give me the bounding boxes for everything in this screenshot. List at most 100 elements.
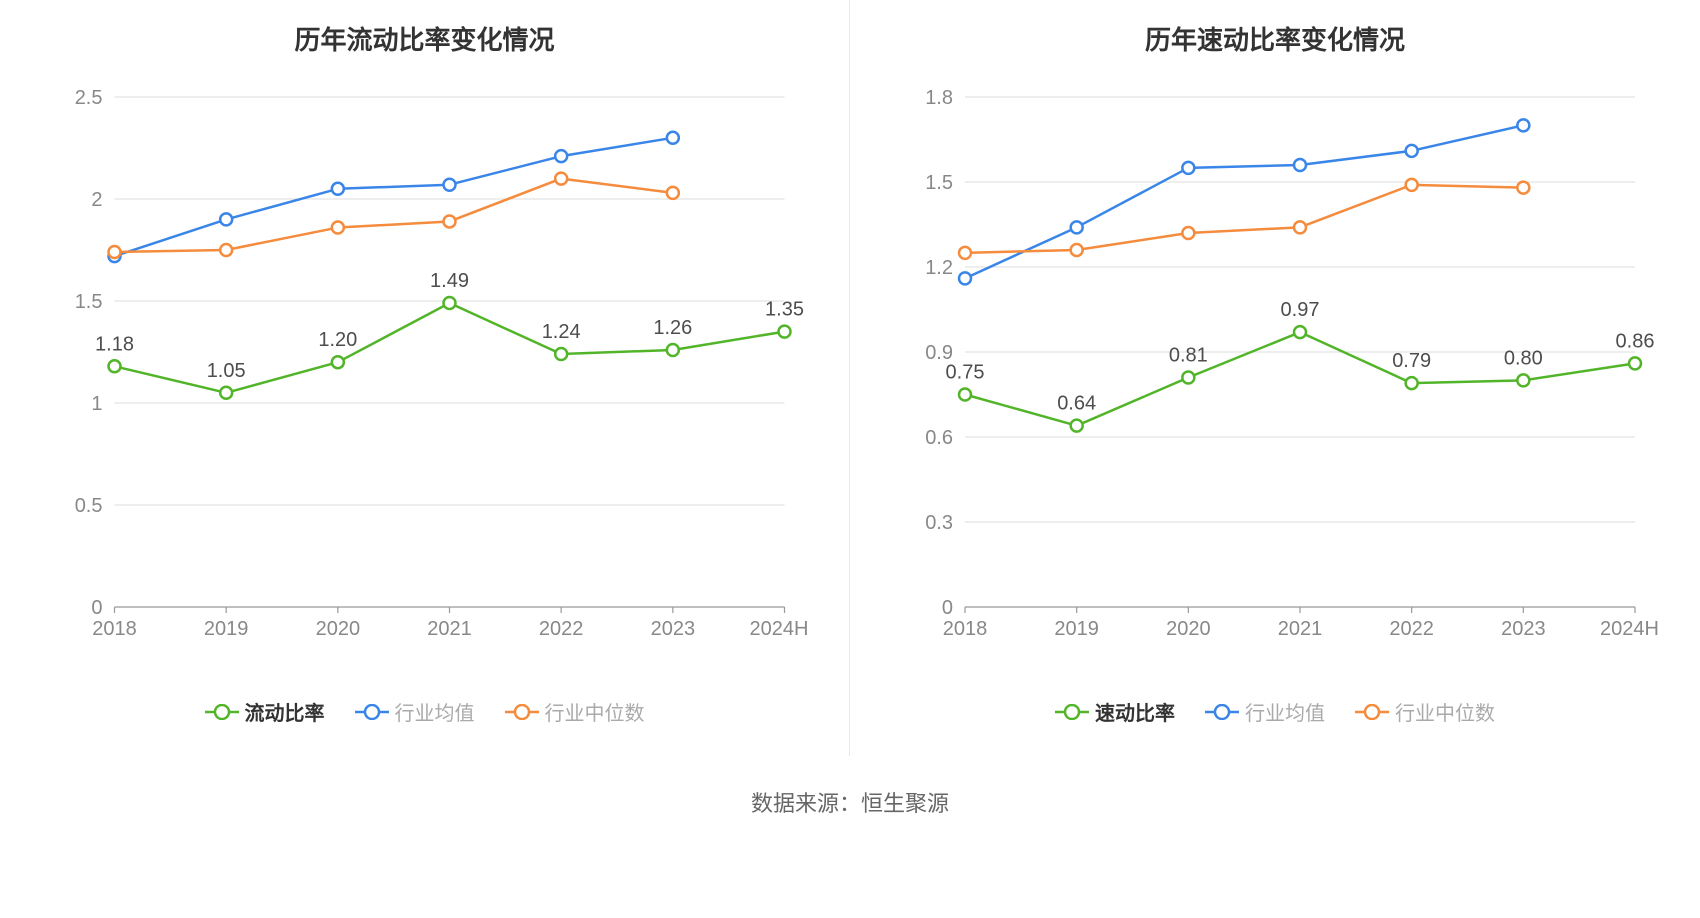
chart-marker-main	[555, 348, 567, 360]
y-tick-label: 2.5	[75, 87, 103, 109]
legend-item-industry_avg[interactable]: 行业均值	[1205, 697, 1325, 726]
chart-marker-main	[779, 326, 791, 338]
x-tick-label: 2019	[204, 618, 249, 640]
legend-swatch-main	[205, 704, 239, 720]
chart-marker-industry_median	[1406, 179, 1418, 191]
chart-marker-main	[109, 360, 121, 372]
chart-data-label: 1.05	[207, 360, 246, 382]
legend-label: 速动比率	[1095, 697, 1175, 726]
chart-marker-industry_median	[220, 244, 232, 256]
chart-marker-main	[220, 387, 232, 399]
y-tick-label: 0	[91, 597, 102, 619]
legend-item-industry_avg[interactable]: 行业均值	[355, 697, 475, 726]
chart-marker-main	[959, 389, 971, 401]
chart-data-label: 1.35	[765, 299, 804, 321]
chart-marker-industry_median	[1071, 244, 1083, 256]
charts-container: 历年流动比率变化情况 00.511.522.520182019202020212…	[0, 0, 1700, 838]
chart-marker-industry_avg	[220, 213, 232, 225]
chart-marker-industry_median	[109, 246, 121, 258]
x-tick-label: 2023	[651, 618, 696, 640]
chart-marker-industry_avg	[1294, 159, 1306, 171]
chart-marker-main	[667, 344, 679, 356]
chart-marker-main	[1629, 357, 1641, 369]
x-tick-label: 2018	[92, 618, 137, 640]
legend-item-main[interactable]: 流动比率	[205, 697, 325, 726]
chart-marker-main	[444, 297, 456, 309]
x-tick-label: 2022	[539, 618, 584, 640]
y-tick-label: 0.3	[925, 512, 953, 534]
chart-marker-industry_median	[1182, 227, 1194, 239]
chart-marker-industry_median	[332, 222, 344, 234]
chart-data-label: 0.75	[946, 362, 985, 384]
chart-data-label: 1.49	[430, 270, 469, 292]
chart-data-label: 1.18	[95, 333, 134, 355]
y-tick-label: 1.8	[925, 87, 953, 109]
chart-title-right: 历年速动比率变化情况	[890, 20, 1660, 57]
x-tick-label: 2021	[427, 618, 472, 640]
y-tick-label: 1.5	[925, 172, 953, 194]
chart-line-industry_median	[115, 179, 673, 252]
chart-data-label: 0.80	[1504, 347, 1543, 369]
x-tick-label: 2019	[1054, 618, 1099, 640]
legend-item-industry_median[interactable]: 行业中位数	[505, 697, 645, 726]
chart-line-industry_avg	[965, 125, 1523, 278]
x-tick-label: 2024H1	[1600, 618, 1660, 640]
chart-marker-main	[1294, 326, 1306, 338]
chart-marker-main	[1071, 420, 1083, 432]
chart-line-industry_avg	[115, 138, 673, 256]
chart-marker-industry_median	[555, 173, 567, 185]
chart-title-left: 历年流动比率变化情况	[40, 20, 809, 57]
chart-marker-industry_avg	[555, 150, 567, 162]
y-tick-label: 2	[91, 189, 102, 211]
chart-marker-industry_avg	[444, 179, 456, 191]
chart-data-label: 1.26	[653, 317, 692, 339]
chart-data-label: 0.97	[1281, 299, 1320, 321]
legend-swatch-main	[1055, 704, 1089, 720]
chart-data-label: 0.79	[1392, 350, 1431, 372]
legend-swatch-industry_avg	[1205, 704, 1239, 720]
y-tick-label: 0	[942, 597, 953, 619]
chart-marker-main	[1182, 372, 1194, 384]
chart-marker-industry_median	[667, 187, 679, 199]
chart-data-label: 0.81	[1169, 345, 1208, 367]
charts-row: 历年流动比率变化情况 00.511.522.520182019202020212…	[0, 0, 1700, 756]
chart-panel-quick-ratio: 历年速动比率变化情况 00.30.60.91.21.51.82018201920…	[850, 0, 1700, 756]
legend-swatch-industry_median	[1355, 704, 1389, 720]
legend-swatch-industry_avg	[355, 704, 389, 720]
x-tick-label: 2022	[1389, 618, 1434, 640]
legend-label: 行业中位数	[1395, 697, 1495, 726]
chart-marker-industry_avg	[1071, 221, 1083, 233]
chart-marker-industry_avg	[1406, 145, 1418, 157]
y-tick-label: 1.2	[925, 257, 953, 279]
chart-marker-main	[1406, 377, 1418, 389]
chart-marker-industry_median	[959, 247, 971, 259]
legend-item-main[interactable]: 速动比率	[1055, 697, 1175, 726]
chart-data-label: 0.64	[1057, 393, 1096, 415]
chart-plot-left: 00.511.522.52018201920202021202220232024…	[40, 87, 809, 647]
chart-marker-industry_median	[444, 215, 456, 227]
x-tick-label: 2021	[1278, 618, 1323, 640]
y-tick-label: 1.5	[75, 291, 103, 313]
chart-marker-industry_avg	[332, 183, 344, 195]
x-tick-label: 2023	[1501, 618, 1546, 640]
chart-marker-industry_avg	[959, 272, 971, 284]
chart-data-label: 1.24	[542, 321, 581, 343]
chart-marker-main	[332, 356, 344, 368]
chart-marker-main	[1517, 374, 1529, 386]
chart-data-label: 1.20	[318, 329, 357, 351]
chart-marker-industry_median	[1517, 182, 1529, 194]
chart-legend-right: 速动比率 行业均值 行业中位数	[890, 697, 1660, 726]
chart-line-industry_median	[965, 185, 1523, 253]
legend-item-industry_median[interactable]: 行业中位数	[1355, 697, 1495, 726]
x-tick-label: 2024H1	[749, 618, 809, 640]
chart-marker-industry_avg	[1182, 162, 1194, 174]
x-tick-label: 2018	[943, 618, 988, 640]
chart-plot-right: 00.30.60.91.21.51.8201820192020202120222…	[890, 87, 1660, 647]
legend-label: 流动比率	[245, 697, 325, 726]
chart-data-label: 0.86	[1616, 330, 1655, 352]
y-tick-label: 1	[91, 393, 102, 415]
y-tick-label: 0.6	[925, 427, 953, 449]
chart-legend-left: 流动比率 行业均值 行业中位数	[40, 697, 809, 726]
x-tick-label: 2020	[1166, 618, 1211, 640]
chart-marker-industry_median	[1294, 221, 1306, 233]
